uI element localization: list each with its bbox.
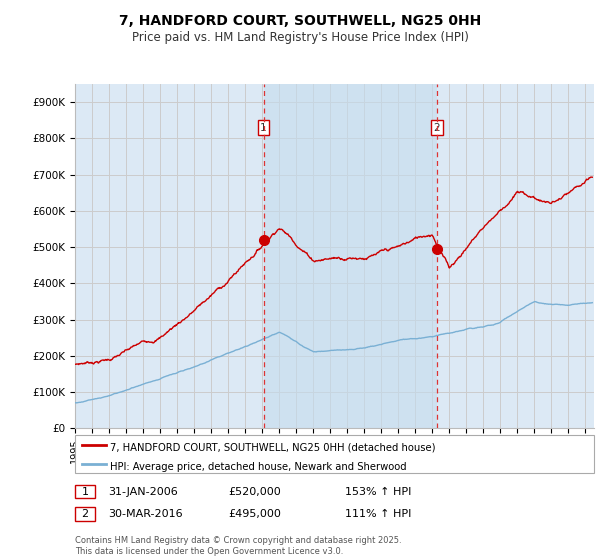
Text: 7, HANDFORD COURT, SOUTHWELL, NG25 0HH: 7, HANDFORD COURT, SOUTHWELL, NG25 0HH — [119, 14, 481, 28]
Text: 111% ↑ HPI: 111% ↑ HPI — [345, 509, 412, 519]
Text: 153% ↑ HPI: 153% ↑ HPI — [345, 487, 412, 497]
Text: Contains HM Land Registry data © Crown copyright and database right 2025.
This d: Contains HM Land Registry data © Crown c… — [75, 536, 401, 556]
Text: 1: 1 — [260, 123, 267, 133]
Text: £495,000: £495,000 — [228, 509, 281, 519]
Text: 1: 1 — [82, 487, 88, 497]
Text: £520,000: £520,000 — [228, 487, 281, 497]
Text: HPI: Average price, detached house, Newark and Sherwood: HPI: Average price, detached house, Newa… — [110, 462, 406, 472]
Text: 7, HANDFORD COURT, SOUTHWELL, NG25 0HH (detached house): 7, HANDFORD COURT, SOUTHWELL, NG25 0HH (… — [110, 443, 436, 453]
Text: 2: 2 — [433, 123, 440, 133]
Text: 2: 2 — [82, 509, 88, 519]
Text: Price paid vs. HM Land Registry's House Price Index (HPI): Price paid vs. HM Land Registry's House … — [131, 31, 469, 44]
Text: 30-MAR-2016: 30-MAR-2016 — [108, 509, 182, 519]
Bar — [263, 84, 437, 428]
Text: 31-JAN-2006: 31-JAN-2006 — [108, 487, 178, 497]
